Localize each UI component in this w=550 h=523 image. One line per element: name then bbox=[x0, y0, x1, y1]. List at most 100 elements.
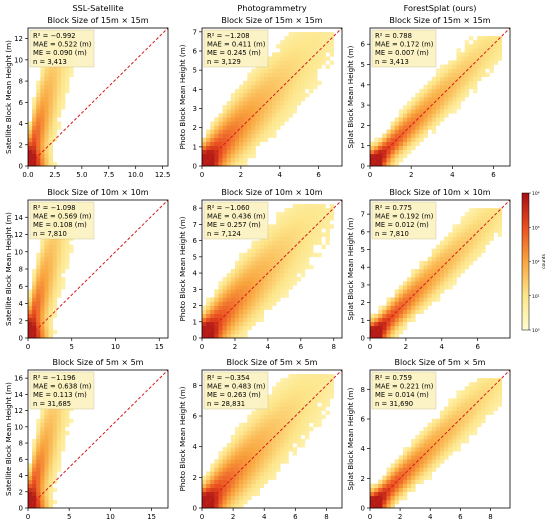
heatmap-cell bbox=[460, 410, 466, 415]
heatmap-cell bbox=[263, 475, 269, 480]
heatmap-cell bbox=[230, 129, 236, 134]
heatmap-cell bbox=[48, 414, 54, 420]
heatmap-cell bbox=[272, 236, 277, 241]
heatmap-cell bbox=[460, 56, 466, 61]
heatmap-cell bbox=[276, 390, 281, 395]
heatmap-cell bbox=[280, 60, 285, 65]
heatmap-cell bbox=[284, 260, 289, 266]
heatmap-cell bbox=[247, 125, 252, 130]
heatmap-cell bbox=[234, 463, 240, 468]
y-tick-label: 0 bbox=[361, 335, 365, 343]
heatmap-cell bbox=[272, 281, 277, 286]
heatmap-cell bbox=[263, 430, 269, 436]
heatmap-cell bbox=[280, 447, 285, 452]
heatmap-cell bbox=[386, 153, 391, 159]
heatmap-cell bbox=[276, 220, 281, 225]
heatmap-cell bbox=[40, 447, 45, 452]
heatmap-cell bbox=[456, 439, 461, 444]
heatmap-cell bbox=[206, 321, 211, 327]
heatmap-cell bbox=[489, 48, 494, 53]
heatmap-cell bbox=[56, 422, 62, 428]
heatmap-cell bbox=[267, 129, 273, 134]
heatmap-cell bbox=[272, 293, 277, 298]
heatmap-cell bbox=[460, 390, 466, 395]
heatmap-cell bbox=[300, 252, 306, 258]
heatmap-cell bbox=[214, 301, 219, 306]
heatmap-cell bbox=[32, 137, 37, 142]
heatmap-cell bbox=[44, 321, 49, 327]
heatmap-cell bbox=[394, 125, 400, 130]
stat-mae: MAE = 0.436 (m) bbox=[207, 213, 266, 221]
heatmap-cell bbox=[444, 277, 449, 282]
heatmap-cell bbox=[402, 463, 408, 468]
heatmap-cell bbox=[259, 309, 265, 314]
heatmap-cell bbox=[60, 72, 66, 78]
heatmap-cell bbox=[427, 301, 433, 306]
heatmap-cell bbox=[284, 52, 289, 57]
x-tick-label: 0 bbox=[368, 171, 372, 179]
heatmap-cell bbox=[230, 125, 236, 130]
heatmap-cell bbox=[452, 443, 457, 448]
heatmap-cell bbox=[226, 293, 232, 298]
heatmap-cell bbox=[60, 277, 66, 282]
heatmap-cell bbox=[485, 72, 490, 78]
heatmap-cell bbox=[40, 252, 45, 258]
heatmap-cell bbox=[214, 313, 219, 319]
heatmap-cell bbox=[48, 92, 54, 98]
heatmap-cell bbox=[276, 113, 281, 118]
heatmap-cell bbox=[411, 277, 416, 282]
heatmap-cell bbox=[415, 447, 420, 452]
heatmap-cell bbox=[460, 430, 466, 436]
heatmap-cell bbox=[288, 248, 293, 254]
heatmap-cell bbox=[448, 60, 453, 65]
heatmap-cell bbox=[60, 76, 66, 82]
heatmap-cell bbox=[276, 252, 281, 258]
heatmap-cell bbox=[234, 293, 240, 298]
heatmap-cell bbox=[481, 236, 486, 241]
heatmap-cell bbox=[32, 467, 37, 472]
heatmap-cell bbox=[407, 479, 412, 484]
heatmap-cell bbox=[317, 48, 322, 53]
heatmap-cell bbox=[56, 293, 62, 298]
heatmap-cell bbox=[464, 56, 470, 61]
heatmap-cell bbox=[288, 418, 293, 424]
heatmap-cell bbox=[407, 101, 412, 106]
heatmap-cell bbox=[247, 269, 252, 274]
heatmap-cell bbox=[239, 277, 244, 282]
heatmap-cell bbox=[36, 483, 41, 489]
heatmap-cell bbox=[431, 455, 437, 460]
heatmap-cell bbox=[456, 80, 461, 86]
heatmap-cell bbox=[292, 422, 298, 428]
stat-me: ME = 0.257 (m) bbox=[207, 221, 261, 229]
heatmap-cell bbox=[440, 455, 445, 460]
heatmap-cell bbox=[267, 463, 273, 468]
heatmap-cell bbox=[272, 394, 277, 399]
heatmap-cell bbox=[427, 471, 433, 476]
heatmap-cell bbox=[398, 141, 404, 147]
heatmap-cell bbox=[427, 281, 433, 286]
heatmap-cell bbox=[239, 487, 244, 493]
heatmap-cell bbox=[296, 36, 302, 41]
heatmap-cell bbox=[427, 277, 433, 282]
heatmap-cell bbox=[407, 459, 412, 464]
heatmap-cell bbox=[440, 256, 445, 262]
heatmap-cell bbox=[251, 491, 256, 497]
heatmap-cell bbox=[251, 463, 256, 468]
heatmap-cell bbox=[230, 309, 236, 314]
heatmap-cell bbox=[321, 36, 326, 41]
heatmap-cell bbox=[407, 475, 412, 480]
heatmap-cell bbox=[267, 305, 273, 310]
heatmap-cell bbox=[292, 36, 298, 41]
heatmap-cell bbox=[448, 422, 453, 428]
heatmap-cell bbox=[263, 281, 269, 286]
heatmap-cell bbox=[230, 499, 236, 505]
heatmap-cell bbox=[411, 487, 416, 493]
heatmap-cell bbox=[325, 64, 330, 69]
heatmap-cell bbox=[276, 101, 281, 106]
heatmap-cell bbox=[259, 297, 265, 302]
colorbar-tick-label: 10² bbox=[532, 260, 540, 266]
heatmap-cell bbox=[276, 212, 281, 217]
heatmap-cell bbox=[267, 285, 273, 290]
heatmap-cell bbox=[296, 378, 302, 383]
